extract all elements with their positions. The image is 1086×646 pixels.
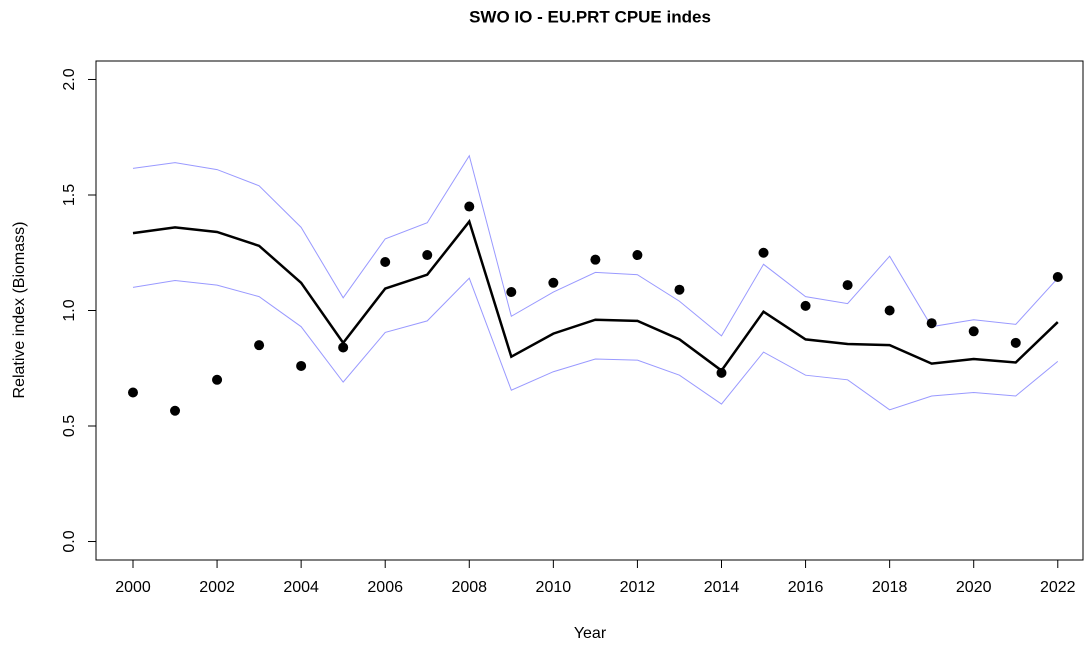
data-point: [800, 300, 811, 311]
series-line: [132, 277, 1059, 411]
x-tick-label: 2000: [115, 579, 151, 596]
x-tick-label: 2004: [283, 579, 319, 596]
data-point: [422, 250, 433, 261]
series-line: [132, 218, 1059, 373]
data-point: [464, 201, 475, 212]
chart-title: SWO IO - EU.PRT CPUE indes: [469, 7, 711, 26]
data-point: [926, 318, 937, 329]
y-axis-label: Relative index (Biomass): [11, 222, 28, 399]
data-point: [338, 342, 349, 353]
data-point: [716, 367, 727, 378]
y-tick-label: 1.5: [61, 184, 78, 206]
x-tick-label: 2022: [1040, 579, 1076, 596]
x-axis-label: Year: [574, 625, 607, 642]
x-tick-label: 2016: [788, 579, 824, 596]
data-point: [548, 277, 559, 288]
data-point: [674, 284, 685, 295]
data-point: [842, 280, 853, 291]
x-tick-label: 2020: [956, 579, 992, 596]
x-tick-label: 2010: [536, 579, 572, 596]
y-tick-label: 0.5: [61, 415, 78, 437]
x-tick-label: 2008: [451, 579, 487, 596]
y-tick-label: 1.0: [61, 299, 78, 321]
data-point: [127, 387, 138, 398]
data-point: [1010, 337, 1021, 348]
data-point: [380, 256, 391, 267]
x-tick-label: 2002: [199, 579, 235, 596]
x-tick-label: 2012: [620, 579, 656, 596]
data-point: [254, 340, 265, 351]
x-tick-label: 2014: [704, 579, 740, 596]
series-line: [132, 154, 1059, 337]
x-tick-label: 2006: [367, 579, 403, 596]
x-tick-label: 2018: [872, 579, 908, 596]
data-point: [632, 250, 643, 261]
data-point: [590, 254, 601, 265]
data-point: [884, 305, 895, 316]
data-point: [506, 287, 517, 298]
plot-frame: [95, 60, 1084, 561]
data-point: [758, 247, 769, 258]
data-point: [296, 360, 307, 371]
data-point: [1052, 272, 1063, 283]
y-tick-label: 0.0: [61, 530, 78, 552]
y-tick-label: 2.0: [61, 68, 78, 90]
data-point: [212, 374, 223, 385]
data-point: [968, 326, 979, 337]
data-point: [170, 405, 181, 416]
